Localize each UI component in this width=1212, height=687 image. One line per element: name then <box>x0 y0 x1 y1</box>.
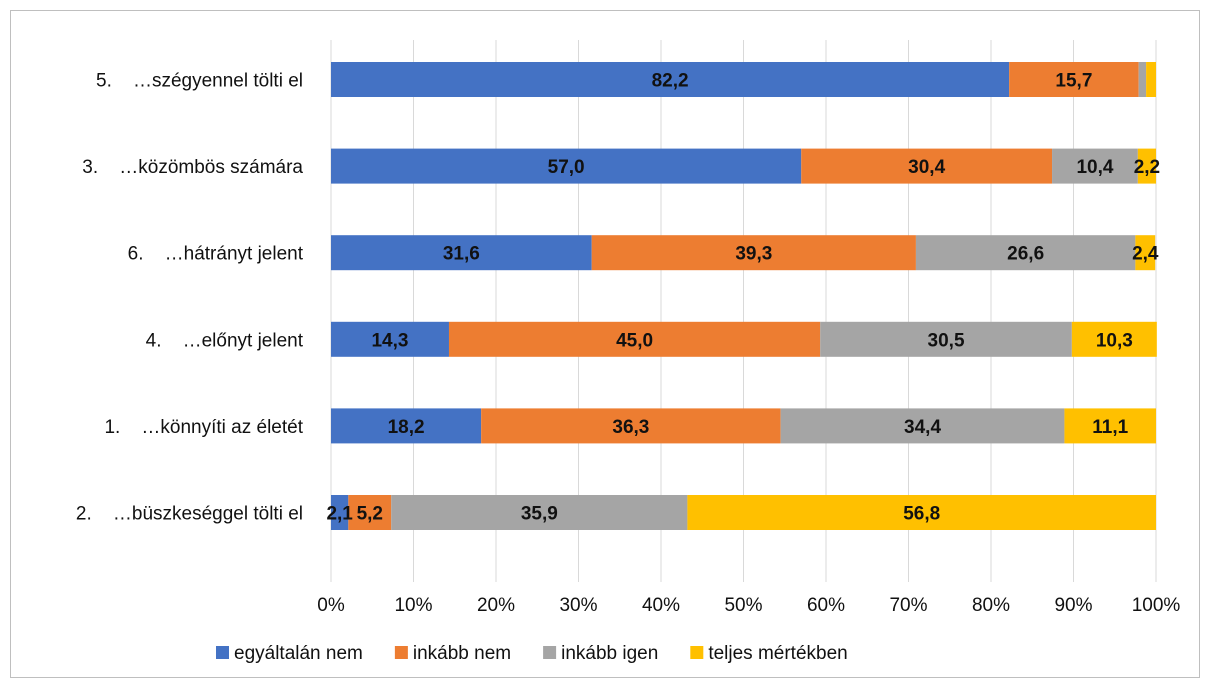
data-label: 2,4 <box>1132 244 1159 265</box>
legend-swatch <box>543 646 557 659</box>
bar-segment <box>780 408 1065 444</box>
x-tick-label: 50% <box>724 595 762 616</box>
data-label: 2,1 <box>326 504 353 525</box>
bar-segment <box>1071 321 1157 357</box>
x-axis-ticks: 0% 10% 20% 30% 40% 50% 60% 70% 80% 90% 100% <box>317 595 1180 616</box>
bar-segment <box>331 408 482 444</box>
bar-segment <box>687 495 1156 530</box>
bar-segment <box>331 235 592 271</box>
category-labels: 5. …szégyennel tölti el 3. …közömbös szám… <box>76 71 304 525</box>
bar-segment <box>331 148 802 184</box>
data-label: 10,4 <box>1076 157 1113 178</box>
bar-segment <box>591 235 916 271</box>
data-label: 31,6 <box>443 244 480 265</box>
x-tick-label: 90% <box>1054 595 1092 616</box>
data-label: 39,3 <box>735 244 772 265</box>
x-tick-label: 10% <box>394 595 432 616</box>
data-label: 57,0 <box>548 157 585 178</box>
data-label: 15,7 <box>1055 71 1092 92</box>
legend-label: inkább nem <box>413 643 511 664</box>
bar-segment <box>1009 62 1139 97</box>
x-tick-label: 30% <box>559 595 597 616</box>
data-label: 2,2 <box>1134 157 1160 178</box>
legend-swatch <box>216 646 229 659</box>
data-label: 14,3 <box>371 330 408 351</box>
bar-segment <box>331 495 349 530</box>
legend-swatch <box>690 646 704 659</box>
data-label: 35,9 <box>521 504 558 525</box>
x-tick-label: 80% <box>972 595 1010 616</box>
bar-segment <box>820 321 1072 357</box>
gridlines <box>330 40 1157 582</box>
x-tick-label: 100% <box>1132 595 1181 616</box>
bar-segment <box>1138 62 1147 97</box>
data-label: 11,1 <box>1092 417 1128 438</box>
chart-frame <box>10 10 1200 678</box>
bar-segment <box>1052 148 1138 184</box>
bar-segment <box>348 495 392 530</box>
x-tick-label: 60% <box>807 595 845 616</box>
category-label: 3. …közömbös számára <box>82 157 303 178</box>
data-labels: 82,2 15,7 57,0 30,4 10,4 2,2 31,6 39,3 26,6 2,4 14… <box>326 71 1160 525</box>
bar-segment <box>481 408 781 444</box>
legend-label: inkább igen <box>561 643 658 664</box>
category-label: 5. …szégyennel tölti el <box>96 71 303 92</box>
data-label: 5,2 <box>357 504 383 525</box>
x-tick-label: 40% <box>642 595 680 616</box>
data-label: 30,5 <box>928 330 965 351</box>
x-tick-label: 20% <box>477 595 515 616</box>
category-label: 6. …hátrányt jelent <box>128 244 304 265</box>
data-label: 18,2 <box>388 417 425 438</box>
legend-swatch <box>394 646 408 659</box>
x-tick-label: 0% <box>317 595 345 616</box>
data-label: 56,8 <box>903 504 940 525</box>
bar-segment <box>915 235 1136 271</box>
x-tick-label: 70% <box>889 595 927 616</box>
data-label: 26,6 <box>1007 244 1044 265</box>
bar-segment <box>331 321 449 357</box>
bar-segment <box>331 62 1010 97</box>
bar-segment <box>1137 148 1156 184</box>
data-label: 30,4 <box>908 157 945 178</box>
category-label: 4. …előnyt jelent <box>146 330 304 351</box>
bar-segment <box>801 148 1053 184</box>
category-label: 2. …büszkeséggel tölti el <box>76 504 303 525</box>
bars <box>331 62 1157 530</box>
bar-segment <box>1064 408 1156 444</box>
legend-label: teljes mértékben <box>708 643 847 664</box>
legend: egyáltalán nem inkább nem inkább igen telje… <box>216 643 848 664</box>
category-label: 1. …könnyíti az életét <box>104 417 303 438</box>
data-label: 10,3 <box>1096 330 1133 351</box>
data-label: 34,4 <box>904 417 941 438</box>
data-label: 82,2 <box>652 71 689 92</box>
bar-segment <box>448 321 821 357</box>
bar-segment <box>1135 235 1156 271</box>
data-label: 45,0 <box>616 330 653 351</box>
bar-segment <box>1146 62 1156 97</box>
bar-segment <box>391 495 688 530</box>
legend-label: egyáltalán nem <box>234 643 363 664</box>
data-label: 36,3 <box>612 417 649 438</box>
